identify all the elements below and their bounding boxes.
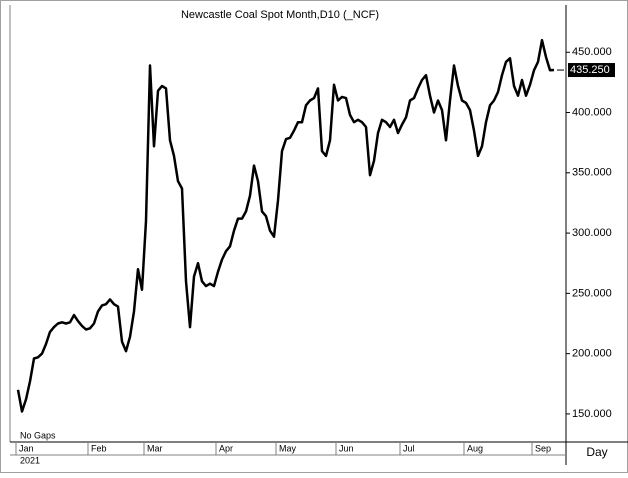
- year-label: 2021: [20, 455, 40, 465]
- y-tick-label: 200.000: [572, 348, 612, 360]
- price-label: 435.250: [570, 64, 610, 76]
- y-tick-label: 450.000: [572, 46, 612, 58]
- x-tick-label: Feb: [91, 443, 107, 453]
- x-tick-label: Sep: [535, 443, 551, 453]
- x-tick-label: Jan: [19, 443, 34, 453]
- y-tick-label: 250.000: [572, 287, 612, 299]
- x-tick-label: Aug: [467, 443, 483, 453]
- y-tick-label: 350.000: [572, 167, 612, 179]
- x-tick-label: Apr: [219, 443, 233, 453]
- x-tick-label: Jul: [403, 443, 415, 453]
- chart-title: Newcastle Coal Spot Month,D10 (_NCF): [181, 9, 379, 21]
- y-tick-label: 400.000: [572, 106, 612, 118]
- y-tick-label: 150.000: [572, 408, 612, 420]
- price-box: [568, 63, 615, 78]
- gaps-label: No Gaps: [20, 430, 56, 440]
- x-axis-label: Day: [586, 445, 607, 459]
- y-tick-label: 300.000: [572, 227, 612, 239]
- x-tick-label: May: [279, 443, 297, 453]
- price-line: [16, 38, 555, 413]
- x-tick-label: Mar: [147, 443, 163, 453]
- x-tick-label: Jun: [339, 443, 354, 453]
